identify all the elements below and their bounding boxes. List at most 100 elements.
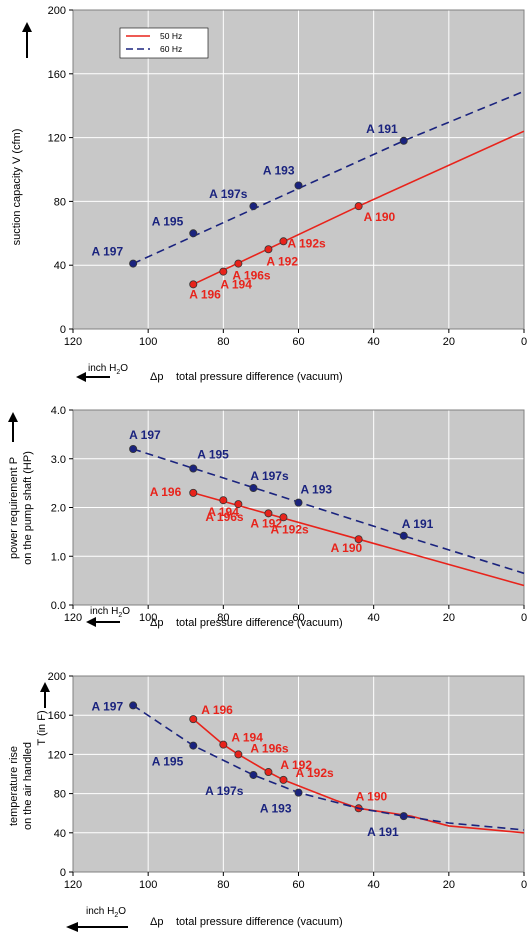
point-label-a-193: A 193 bbox=[301, 483, 333, 497]
point-label-a-196s: A 196s bbox=[250, 741, 289, 755]
data-point-a-192 bbox=[264, 768, 273, 777]
unit-label-temperature: inch H2O bbox=[86, 906, 126, 919]
series-line-60hz bbox=[132, 448, 525, 575]
data-point-a-196 bbox=[189, 488, 198, 497]
y-tick-label: 80 bbox=[54, 196, 66, 208]
point-label-a-196: A 196 bbox=[189, 287, 221, 301]
data-point-a-193 bbox=[294, 788, 303, 797]
y-tick-label: 0.0 bbox=[51, 600, 66, 612]
data-point-a-195 bbox=[189, 741, 198, 750]
series-line-60hz bbox=[132, 90, 525, 265]
point-label-a-190: A 190 bbox=[364, 210, 396, 224]
x-tick-label: 60 bbox=[292, 612, 304, 624]
point-label-a-197s: A 197s bbox=[209, 187, 248, 201]
y-tick-label: 40 bbox=[54, 260, 66, 272]
point-label-a-197: A 197 bbox=[129, 428, 161, 442]
data-point-a-194 bbox=[219, 267, 228, 276]
point-label-a-194: A 194 bbox=[231, 731, 263, 745]
x-tick-label: 0 bbox=[521, 612, 527, 624]
data-point-a-191 bbox=[399, 531, 408, 540]
y-tick-label: 120 bbox=[48, 133, 66, 145]
x-axis-arrow-suction bbox=[76, 372, 110, 382]
x-tick-label: 80 bbox=[217, 336, 229, 348]
x-tick-label: 100 bbox=[139, 336, 157, 348]
ylabel-temperature-line2: on the air handled bbox=[22, 742, 34, 830]
ylabel-suction: suction capacity V (cfm) bbox=[11, 129, 23, 246]
point-label-a-196s: A 196s bbox=[232, 269, 271, 283]
x-tick-label: 100 bbox=[139, 612, 157, 624]
x-tick-label: 120 bbox=[64, 879, 82, 891]
y-axis-arrow-power bbox=[8, 412, 18, 442]
y-tick-label: 2.0 bbox=[51, 503, 66, 515]
series-line-60hz bbox=[132, 704, 525, 831]
x-tick-label: 100 bbox=[139, 879, 157, 891]
y-tick-label: 4.0 bbox=[51, 405, 66, 417]
x-tick-label: 0 bbox=[521, 879, 527, 891]
data-point-a-197s bbox=[249, 202, 258, 211]
point-label-a-197s: A 197s bbox=[205, 784, 244, 798]
y-tick-label: 120 bbox=[48, 749, 66, 761]
data-point-a-197 bbox=[129, 444, 138, 453]
data-point-a-197s bbox=[249, 770, 258, 779]
data-point-a-196s bbox=[234, 500, 243, 509]
x-tick-label: 60 bbox=[292, 879, 304, 891]
data-point-a-192 bbox=[264, 245, 273, 254]
x-tick-label: 0 bbox=[521, 336, 527, 348]
data-point-a-195 bbox=[189, 229, 198, 238]
point-label-a-191: A 191 bbox=[367, 825, 399, 839]
point-label-a-194: A 194 bbox=[207, 505, 239, 519]
chart-power: 120 100 80 60 40 20 0 0.0 1.0 2.0 3.0 4.0 A 196 A 194… bbox=[51, 405, 527, 624]
point-label-a-192: A 192 bbox=[266, 254, 298, 268]
data-point-a-192s bbox=[279, 775, 288, 784]
point-label-a-192s: A 192s bbox=[270, 522, 309, 536]
x-tick-label: 60 bbox=[292, 336, 304, 348]
delta-p-symbol-suction: Δp bbox=[150, 371, 163, 383]
y-tick-label: 160 bbox=[48, 69, 66, 81]
y-tick-label: 3.0 bbox=[51, 454, 66, 466]
unit-label-power: inch H2O bbox=[90, 606, 130, 619]
unit-label-suction: inch H2O bbox=[88, 363, 128, 376]
point-label-a-192: A 192 bbox=[280, 758, 312, 772]
legend-label-50hz: 50 Hz bbox=[160, 31, 182, 41]
y-tick-label: 200 bbox=[48, 5, 66, 17]
legend-label-60hz: 60 Hz bbox=[160, 44, 182, 54]
data-point-a-192 bbox=[264, 509, 273, 518]
point-label-a-191: A 191 bbox=[402, 517, 434, 531]
xlabel-temperature: total pressure difference (vacuum) bbox=[176, 916, 343, 928]
ylabel-temperature-symbol: T (in F) bbox=[36, 710, 48, 745]
point-label-a-195: A 195 bbox=[152, 755, 184, 769]
y-tick-label: 1.0 bbox=[51, 551, 66, 563]
point-label-a-196: A 196 bbox=[150, 485, 182, 499]
point-label-a-197: A 197 bbox=[92, 245, 124, 259]
x-tick-label: 20 bbox=[443, 879, 455, 891]
data-point-a-197 bbox=[129, 259, 138, 268]
x-tick-label: 40 bbox=[368, 879, 380, 891]
data-point-a-190 bbox=[354, 202, 363, 211]
y-tick-label: 0 bbox=[60, 867, 66, 879]
xlabel-power: total pressure difference (vacuum) bbox=[176, 617, 343, 629]
point-label-a-192: A 192 bbox=[250, 516, 282, 530]
data-point-a-196s bbox=[234, 750, 243, 759]
x-axis-arrow-temperature bbox=[66, 922, 128, 932]
x-tick-label: 80 bbox=[217, 612, 229, 624]
data-point-a-192s bbox=[279, 237, 288, 246]
point-label-a-193: A 193 bbox=[260, 802, 292, 816]
ylabel-temperature-line1: temperature rise bbox=[8, 746, 20, 826]
legend: 50 Hz 60 Hz bbox=[119, 27, 209, 59]
x-tick-label: 40 bbox=[368, 336, 380, 348]
x-tick-label: 120 bbox=[64, 612, 82, 624]
data-point-a-193 bbox=[294, 181, 303, 190]
data-point-a-196 bbox=[189, 715, 198, 724]
x-axis-arrow-power bbox=[86, 617, 120, 627]
point-label-a-193: A 193 bbox=[263, 163, 295, 177]
data-point-a-197s bbox=[249, 483, 258, 492]
x-tick-label: 40 bbox=[368, 612, 380, 624]
data-point-a-195 bbox=[189, 464, 198, 473]
x-tick-label: 120 bbox=[64, 336, 82, 348]
data-point-a-194 bbox=[219, 496, 228, 505]
point-label-a-196s: A 196s bbox=[205, 510, 244, 524]
data-point-a-197 bbox=[129, 701, 138, 710]
point-label-a-194: A 194 bbox=[220, 278, 252, 292]
y-tick-label: 80 bbox=[54, 789, 66, 801]
